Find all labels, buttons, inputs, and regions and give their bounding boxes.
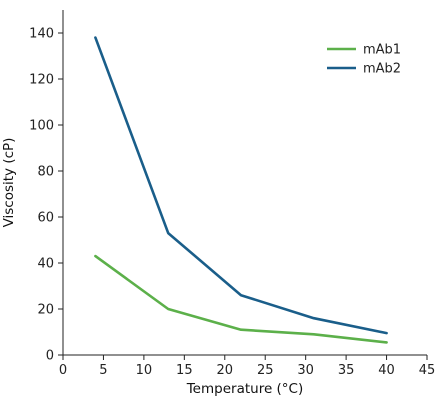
- x-tick-label: 15: [176, 363, 193, 378]
- y-tick-label: 40: [37, 257, 54, 272]
- y-tick-label: 100: [29, 119, 54, 134]
- y-tick-label: 60: [37, 211, 54, 226]
- plot-area: 0 5 10 15 20 25 30 35 40 45 0 20 40 60 80 100 120 140 mA…: [29, 10, 435, 378]
- x-tick-label: 30: [297, 363, 314, 378]
- y-tick-label: 0: [46, 349, 54, 364]
- x-tick-label: 20: [217, 363, 234, 378]
- y-tick-label: 80: [37, 165, 54, 180]
- y-tick-label: 140: [29, 27, 54, 42]
- legend-label-mab2: mAb2: [363, 62, 401, 77]
- series-line-mab2: [94, 36, 388, 335]
- x-tick-label: 0: [59, 363, 67, 378]
- legend: mAb1 mAb2: [327, 43, 401, 77]
- x-axis-title: Temperature (°C): [186, 381, 304, 397]
- x-tick-label: 5: [99, 363, 107, 378]
- x-tick-label: 10: [136, 363, 153, 378]
- x-tick-label: 35: [338, 363, 355, 378]
- y-tick-label: 20: [37, 303, 54, 318]
- x-axis-ticks: 0 5 10 15 20 25 30 35 40 45: [59, 355, 435, 378]
- legend-label-mab1: mAb1: [363, 43, 401, 58]
- x-tick-label: 40: [378, 363, 395, 378]
- x-tick-label: 25: [257, 363, 274, 378]
- series-line-mab1: [94, 254, 388, 344]
- y-tick-label: 120: [29, 73, 54, 88]
- series-layer: [94, 36, 388, 344]
- y-axis-ticks: 0 20 40 60 80 100 120 140: [29, 27, 63, 364]
- y-axis-title: Viscosity (cP): [1, 138, 17, 228]
- x-tick-label: 45: [419, 363, 436, 378]
